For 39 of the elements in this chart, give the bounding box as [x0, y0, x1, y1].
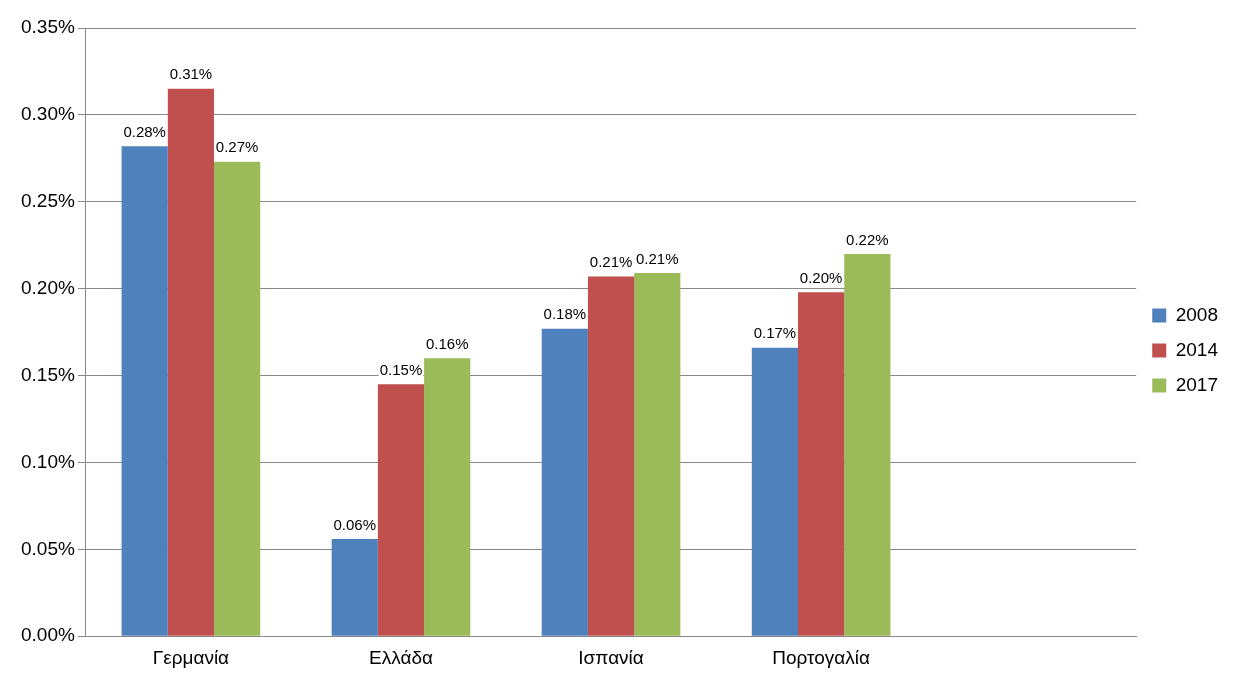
bar	[377, 384, 425, 636]
bar	[541, 328, 588, 636]
data-label: 0.20%	[799, 268, 843, 286]
data-label: 0.15%	[379, 360, 423, 378]
bar	[844, 253, 891, 636]
legend-label: 2014	[1175, 338, 1219, 360]
x-tick-label: Ισπανία	[578, 646, 644, 668]
x-tick-label: Ελλάδα	[369, 646, 433, 668]
data-label: 0.17%	[753, 324, 797, 342]
data-label: 0.22%	[846, 230, 889, 248]
bar	[214, 161, 261, 636]
x-tick-label: Πορτογαλία	[772, 646, 871, 668]
y-tick-label: 0.05%	[21, 537, 75, 559]
legend-label: 2008	[1175, 303, 1219, 325]
data-label: 0.06%	[333, 515, 377, 533]
y-tick-label: 0.10%	[21, 450, 75, 472]
bar	[167, 88, 215, 636]
y-tick-label: 0.35%	[21, 16, 75, 38]
x-tick-label: Γερμανία	[152, 646, 230, 668]
bar	[634, 273, 681, 636]
y-tick-label: 0.15%	[21, 363, 75, 385]
bar	[587, 276, 635, 636]
legend-label: 2017	[1175, 373, 1219, 395]
bar	[424, 358, 471, 636]
bar	[798, 292, 845, 636]
data-label: 0.21%	[636, 249, 679, 267]
y-tick-label: 0.30%	[21, 103, 75, 125]
y-tick-label: 0.00%	[21, 624, 75, 646]
y-tick-label: 0.20%	[21, 276, 75, 298]
data-label: 0.16%	[425, 334, 469, 352]
y-tick-label: 0.25%	[21, 190, 75, 212]
bar	[331, 538, 378, 636]
data-label: 0.18%	[543, 305, 587, 323]
data-label: 0.27%	[215, 138, 259, 156]
bar	[121, 146, 168, 636]
data-label: 0.31%	[169, 65, 213, 83]
data-label: 0.28%	[123, 122, 166, 140]
bar	[751, 347, 799, 636]
data-label: 0.21%	[589, 253, 633, 271]
